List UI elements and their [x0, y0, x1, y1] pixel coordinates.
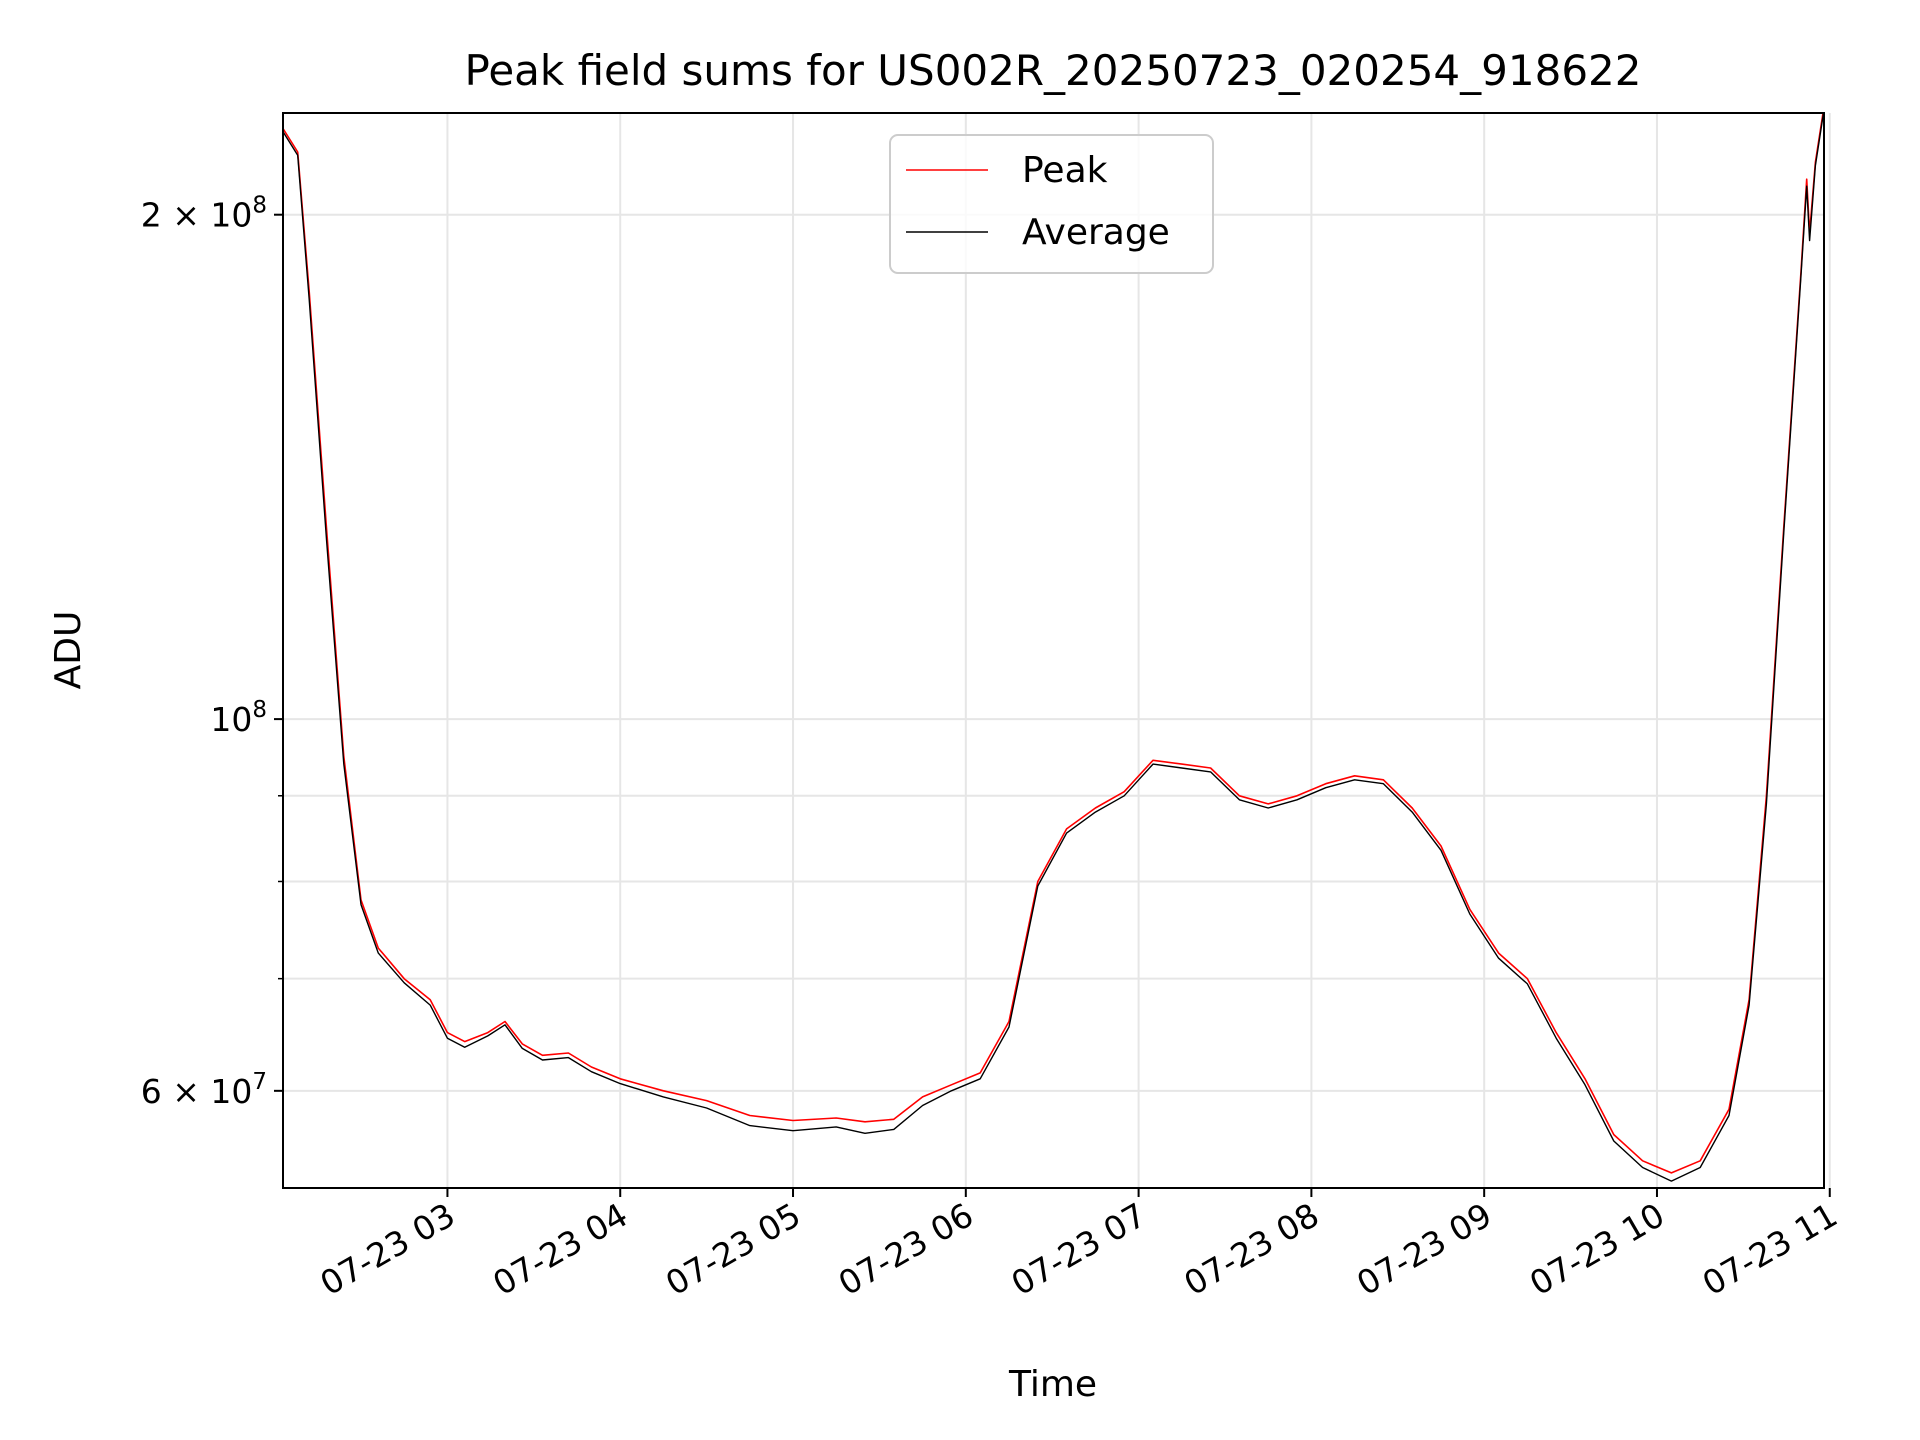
grid — [283, 113, 1831, 1188]
y-tick-exponent: 7 — [252, 1069, 267, 1095]
series-line-average — [283, 113, 1824, 1182]
y-axis-label: ADU — [48, 611, 89, 690]
x-axis-label: Time — [1008, 1364, 1097, 1405]
legend-label-average: Average — [1022, 212, 1170, 253]
series-lines — [283, 113, 1824, 1182]
y-tick-base: 10 — [210, 700, 252, 739]
chart-title: Peak field sums for US002R_20250723_0202… — [465, 46, 1642, 95]
y-tick-exponent: 8 — [252, 193, 267, 219]
y-tick-label: 108 — [210, 697, 267, 739]
x-tick-label: 07-23 04 — [486, 1195, 634, 1303]
legend-label-peak: Peak — [1022, 150, 1108, 191]
y-tick-exponent: 8 — [252, 697, 267, 723]
x-tick-label: 07-23 06 — [832, 1195, 980, 1303]
x-tick-label: 07-23 11 — [1696, 1195, 1844, 1303]
y-tick-label: 2 × 108 — [141, 193, 267, 235]
x-tick-label: 07-23 07 — [1005, 1195, 1153, 1303]
x-tick-label: 07-23 10 — [1523, 1195, 1671, 1303]
plot-frame — [282, 112, 1825, 1189]
y-tick-label: 6 × 107 — [141, 1069, 267, 1111]
x-axis: 07-23 03 07-23 04 07-23 05 07-23 06 07-23 07… — [313, 1188, 1844, 1303]
x-tick-label: 07-23 05 — [659, 1195, 807, 1303]
y-tick-base: 6 × 10 — [141, 1072, 253, 1111]
x-tick-label: 07-23 08 — [1177, 1195, 1325, 1303]
series-line-peak — [283, 113, 1824, 1174]
y-tick-base: 2 × 10 — [141, 196, 253, 235]
x-tick-label: 07-23 03 — [313, 1195, 461, 1303]
x-tick-label: 07-23 09 — [1350, 1195, 1498, 1303]
legend: Peak Average — [889, 134, 1214, 274]
